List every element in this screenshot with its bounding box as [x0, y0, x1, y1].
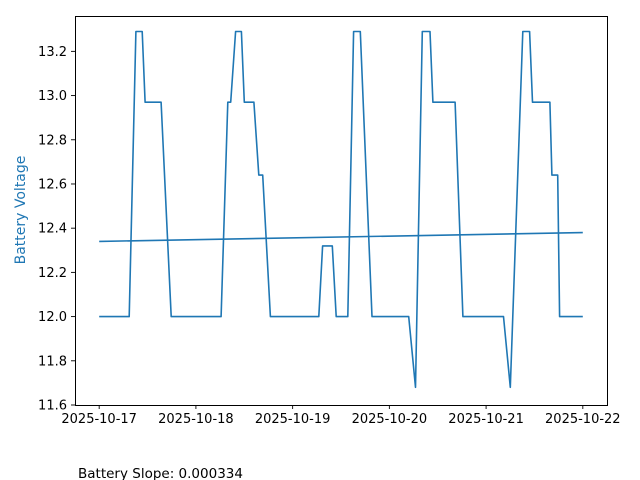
y-tick-label: 13.0	[38, 89, 67, 104]
y-axis-label: Battery Voltage	[13, 155, 29, 265]
x-tick-label: 2025-10-22	[545, 412, 621, 427]
y-tick-label: 13.2	[38, 45, 67, 60]
y-tick-label: 12.4	[38, 222, 67, 237]
y-tick-label: 12.0	[38, 310, 67, 325]
battery-voltage-line	[99, 30, 583, 389]
battery-trend-line	[99, 231, 583, 243]
x-tick-label: 2025-10-17	[61, 412, 137, 427]
plot-border	[75, 16, 608, 406]
battery-slope-text: Battery Slope: 0.000334	[78, 466, 243, 480]
chart-footer-stats: Battery Slope: 0.000334 Battery Min: 11.…	[78, 431, 360, 480]
x-tick-label: 2025-10-20	[352, 412, 428, 427]
x-tick-label: 2025-10-19	[255, 412, 331, 427]
y-tick-label: 12.8	[38, 133, 67, 148]
y-tick-label: 12.2	[38, 266, 67, 281]
y-tick-label: 11.6	[38, 399, 67, 414]
x-tick-label: 2025-10-21	[448, 412, 524, 427]
x-tick-label: 2025-10-18	[158, 412, 234, 427]
y-tick-label: 12.6	[38, 177, 67, 192]
y-tick-label: 11.8	[38, 354, 67, 369]
